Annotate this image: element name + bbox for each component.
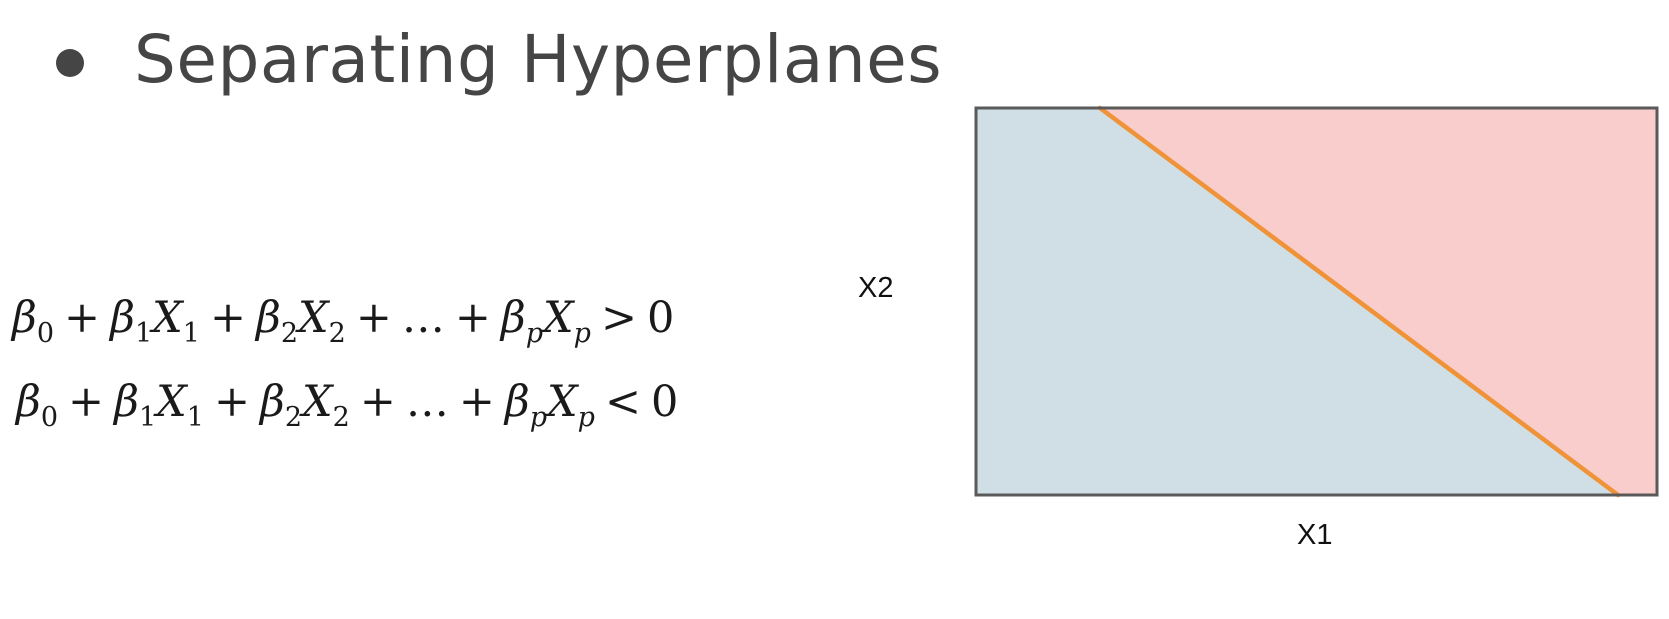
plot-border <box>974 106 1659 497</box>
equation-positive: β0 + β1X1 + β2X2 +… + βpXp >0 <box>12 293 675 349</box>
region-above <box>1100 108 1657 495</box>
separating-hyperplane-line <box>1097 105 1621 498</box>
bullet-icon <box>56 49 84 77</box>
region-below <box>976 108 1618 495</box>
title-row: Separating Hyperplanes <box>56 20 942 100</box>
x1-axis-label: X1 <box>1297 519 1333 551</box>
slide-title: Separating Hyperplanes <box>134 21 943 98</box>
equations: β0 + β1X1 + β2X2 +… + βpXp >0 β0 + β1X1 + β2X2 +… + βpX… <box>12 290 678 458</box>
equation-negative: β0 + β1X1 + β2X2 +… + βpXp <0 <box>16 377 679 433</box>
x2-axis-label: X2 <box>858 272 894 304</box>
